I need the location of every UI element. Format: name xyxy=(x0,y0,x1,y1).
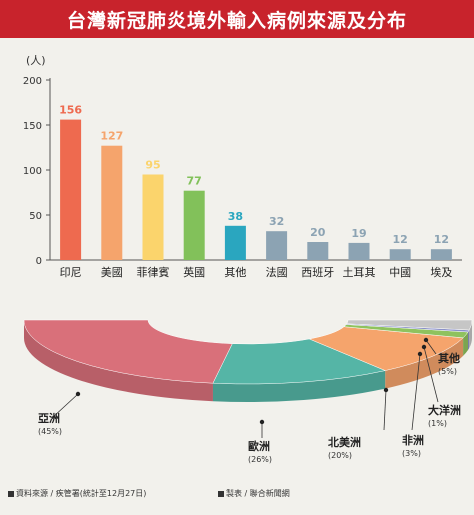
slice-percent-label: (3%) xyxy=(402,449,421,458)
bar-8 xyxy=(348,242,370,260)
slice-side-5 xyxy=(468,330,470,350)
slice-percent-label: (5%) xyxy=(438,367,457,376)
y-tick-label: 200 xyxy=(23,76,42,87)
bar-value-label: 156 xyxy=(59,104,82,117)
bar-7 xyxy=(307,242,329,260)
bar-value-label: 38 xyxy=(228,210,243,223)
slice-percent-label: (45%) xyxy=(38,427,62,436)
y-tick-label: 0 xyxy=(36,256,42,267)
leader-dot xyxy=(259,419,265,425)
slice-name-label: 亞洲 xyxy=(38,412,60,425)
slice-side-3 xyxy=(385,337,464,389)
category-label: 印尼 xyxy=(60,266,82,279)
bar-5 xyxy=(224,225,246,260)
slice-name-label: 非洲 xyxy=(402,433,424,447)
leader-dot xyxy=(75,391,81,397)
category-label: 西班牙 xyxy=(301,266,334,279)
slice-name-label: 歐洲 xyxy=(248,439,270,453)
bar-3 xyxy=(142,174,164,260)
slice-1 xyxy=(23,319,233,384)
bar-value-label: 127 xyxy=(100,130,123,143)
leader-dot xyxy=(421,344,427,350)
leader-line xyxy=(425,339,437,355)
bar-1 xyxy=(60,119,82,260)
leader-dot xyxy=(383,387,389,393)
category-label: 法國 xyxy=(266,265,288,279)
category-label: 美國 xyxy=(101,266,123,279)
slice-side-6 xyxy=(469,320,472,349)
leader-line xyxy=(383,389,387,431)
slice-percent-label: (1%) xyxy=(428,419,447,428)
category-label: 其他 xyxy=(224,266,246,279)
bar-value-label: 95 xyxy=(145,159,160,172)
slice-side-4 xyxy=(463,331,469,356)
y-tick-label: 100 xyxy=(23,166,42,177)
bar-10 xyxy=(430,249,452,260)
category-label: 英國 xyxy=(183,265,205,279)
credit-note: 製表 / 聯合新聞網 xyxy=(218,488,290,499)
slice-side-1 xyxy=(24,320,213,402)
category-label: 菲律賓 xyxy=(137,265,170,279)
leader-dot xyxy=(423,337,429,343)
slice-6 xyxy=(346,319,473,331)
leader-line xyxy=(423,346,439,403)
bar-4 xyxy=(183,190,205,260)
chart-title: 台灣新冠肺炎境外輸入病例來源及分布 xyxy=(66,9,407,32)
slice-name-label: 大洋洲 xyxy=(428,403,461,417)
y-tick-label: 50 xyxy=(29,211,42,222)
category-label: 埃及 xyxy=(430,265,452,279)
bar-value-label: 32 xyxy=(269,215,284,228)
slice-name-label: 其他 xyxy=(438,351,460,365)
bar-value-label: 12 xyxy=(393,233,408,246)
bar-value-label: 77 xyxy=(187,175,202,188)
leader-line xyxy=(51,393,79,419)
category-label: 土耳其 xyxy=(343,266,376,279)
bar-6 xyxy=(266,231,288,260)
bar-value-label: 12 xyxy=(434,233,449,246)
y-axis-label: (人) xyxy=(26,54,46,67)
bar-value-label: 20 xyxy=(310,226,326,239)
slice-percent-label: (20%) xyxy=(328,451,352,460)
category-label: 中國 xyxy=(389,266,411,279)
footer: 資料來源 / 疾管署(統計至12月27日) 製表 / 聯合新聞網 xyxy=(0,486,474,502)
slice-percent-label: (26%) xyxy=(248,455,272,464)
bar-value-label: 19 xyxy=(351,227,366,240)
slice-2 xyxy=(212,338,387,385)
slice-name-label: 北美洲 xyxy=(328,435,361,449)
pie-chart: 亞洲 (45%) 歐洲 (26%) 北美洲 (20%) 非洲 (3%) 大洋洲 (1%) 其他 (5%… xyxy=(23,319,473,464)
leader-dot xyxy=(417,351,423,357)
bar-chart: (人) 0 50 100 150 200 156 印尼 127 美國 95 菲律賓 77 英國 38 其他 32… xyxy=(23,54,462,279)
y-tick-label: 150 xyxy=(23,121,42,132)
title-bar: 台灣新冠肺炎境外輸入病例來源及分布 xyxy=(0,0,474,38)
source-note: 資料來源 / 疾管署(統計至12月27日) xyxy=(8,488,146,499)
leader-line xyxy=(411,353,421,431)
bar-9 xyxy=(389,249,411,260)
bar-2 xyxy=(101,145,123,260)
